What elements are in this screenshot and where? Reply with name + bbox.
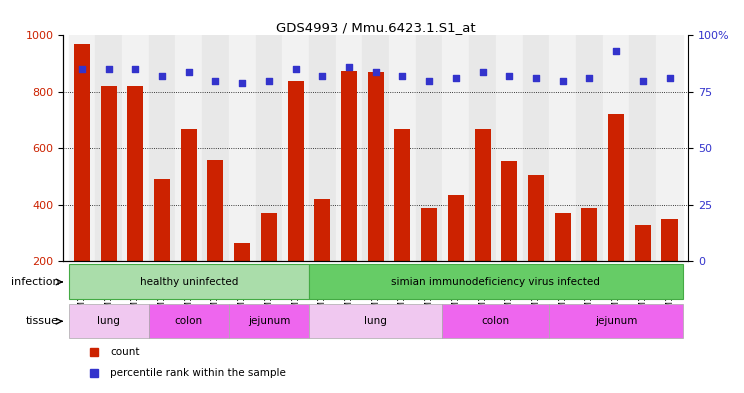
Bar — [603, 35, 629, 261]
Point — [477, 68, 489, 75]
Text: jejunum: jejunum — [248, 316, 290, 326]
Point — [610, 48, 622, 54]
Point — [503, 73, 515, 79]
Bar — [261, 213, 277, 318]
Bar — [421, 208, 437, 318]
Point — [76, 66, 88, 72]
Point — [637, 77, 649, 84]
Bar — [309, 304, 443, 338]
Bar — [656, 35, 683, 261]
Point — [183, 68, 195, 75]
Text: infection: infection — [10, 277, 60, 287]
Text: count: count — [110, 347, 140, 357]
Point — [343, 64, 355, 70]
Bar — [234, 243, 250, 318]
Bar — [74, 44, 90, 318]
Bar — [555, 213, 571, 318]
Bar — [336, 35, 362, 261]
Bar — [202, 35, 229, 261]
Point — [103, 66, 115, 72]
Point — [237, 80, 248, 86]
Point — [289, 66, 301, 72]
Point — [397, 73, 408, 79]
Point — [129, 66, 141, 72]
Text: percentile rank within the sample: percentile rank within the sample — [110, 368, 286, 378]
Bar — [608, 114, 624, 318]
Bar — [229, 35, 255, 261]
Bar — [208, 160, 223, 318]
Bar — [394, 129, 411, 318]
Text: colon: colon — [482, 316, 510, 326]
Bar — [68, 35, 95, 261]
Bar — [443, 304, 549, 338]
Bar — [127, 86, 144, 318]
Text: tissue: tissue — [26, 316, 60, 326]
Bar — [314, 199, 330, 318]
Point — [530, 75, 542, 81]
Bar — [661, 219, 678, 318]
Bar — [122, 35, 149, 261]
Text: healthy uninfected: healthy uninfected — [140, 277, 238, 287]
Bar — [309, 35, 336, 261]
Point — [557, 77, 568, 84]
Bar — [635, 225, 651, 318]
Title: GDS4993 / Mmu.6423.1.S1_at: GDS4993 / Mmu.6423.1.S1_at — [276, 21, 475, 34]
Point — [370, 68, 382, 75]
Bar — [475, 129, 490, 318]
Bar — [368, 72, 384, 318]
Bar — [469, 35, 496, 261]
Point — [423, 77, 435, 84]
Bar — [549, 304, 683, 338]
Point — [583, 75, 595, 81]
Bar — [341, 71, 357, 318]
Bar — [282, 35, 309, 261]
Bar — [576, 35, 603, 261]
Text: colon: colon — [175, 316, 203, 326]
Bar — [629, 35, 656, 261]
Point — [210, 77, 222, 84]
Bar — [288, 81, 304, 318]
Bar — [389, 35, 416, 261]
Bar — [229, 304, 309, 338]
Bar — [95, 35, 122, 261]
Bar — [154, 180, 170, 318]
Bar — [443, 35, 469, 261]
Point — [664, 75, 676, 81]
Bar — [181, 129, 196, 318]
Bar — [68, 304, 149, 338]
Point — [316, 73, 328, 79]
Point — [450, 75, 462, 81]
Text: lung: lung — [97, 316, 120, 326]
Bar — [416, 35, 443, 261]
Bar — [149, 35, 176, 261]
Point — [263, 77, 275, 84]
Bar — [100, 86, 117, 318]
Bar — [549, 35, 576, 261]
Text: lung: lung — [365, 316, 387, 326]
Bar — [255, 35, 282, 261]
Bar — [68, 264, 309, 299]
Bar — [496, 35, 522, 261]
Point — [156, 73, 168, 79]
Text: simian immunodeficiency virus infected: simian immunodeficiency virus infected — [391, 277, 600, 287]
Bar — [448, 195, 464, 318]
Text: jejunum: jejunum — [595, 316, 638, 326]
Bar — [149, 304, 229, 338]
Bar — [309, 264, 683, 299]
Bar — [176, 35, 202, 261]
Bar — [528, 175, 544, 318]
Bar — [501, 161, 517, 318]
Bar — [362, 35, 389, 261]
Bar — [581, 208, 597, 318]
Bar — [522, 35, 549, 261]
